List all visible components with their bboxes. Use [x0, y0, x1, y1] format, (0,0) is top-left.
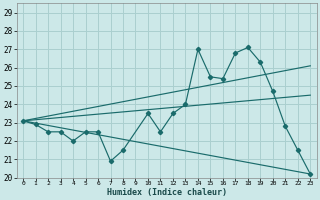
X-axis label: Humidex (Indice chaleur): Humidex (Indice chaleur) [107, 188, 227, 197]
